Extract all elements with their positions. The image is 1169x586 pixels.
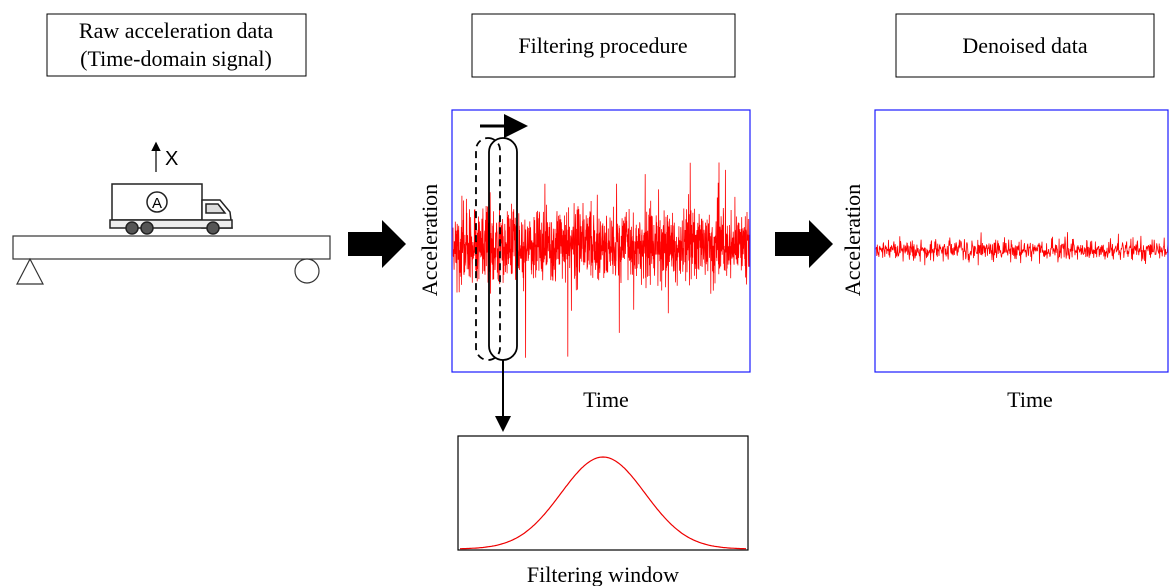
signal-trace <box>875 232 1168 266</box>
panel-title: Filtering procedure <box>518 33 687 58</box>
title-box <box>895 13 1155 78</box>
y-axis-label: Acceleration <box>417 184 442 296</box>
plot-frame <box>874 109 1169 373</box>
window-previous <box>475 137 501 361</box>
panel-title: Denoised data <box>962 33 1087 58</box>
signal-trace <box>452 162 750 358</box>
title-box <box>471 13 736 78</box>
plot-frame <box>451 109 751 373</box>
raw-signal <box>452 162 750 358</box>
panel-title: (Time-domain signal) <box>80 46 272 71</box>
bridge <box>12 235 331 285</box>
window-label: Filtering window <box>527 562 679 586</box>
vehicle-label: A <box>152 195 162 212</box>
gaussian-window <box>460 456 746 550</box>
truck <box>109 183 233 235</box>
panel-title: Raw acceleration data <box>79 18 273 43</box>
x-axis-label: Time <box>1007 387 1053 412</box>
x-axis-label: Time <box>583 387 629 412</box>
window-frame <box>457 435 749 551</box>
title-box <box>46 13 307 77</box>
flow-arrow <box>775 220 833 268</box>
denoised-signal <box>875 232 1168 266</box>
direction-label: X <box>165 148 178 170</box>
y-axis-label: Acceleration <box>840 184 865 296</box>
flow-arrow <box>348 220 406 268</box>
